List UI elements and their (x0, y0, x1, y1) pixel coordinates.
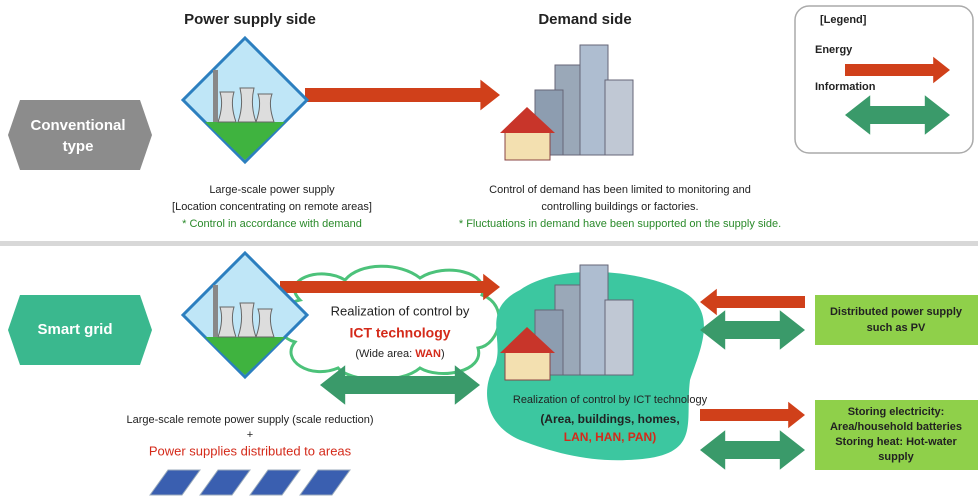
box-text: supply (878, 451, 914, 463)
label: LAN, HAN, PAN) (564, 430, 656, 444)
label: Large-scale power supply (209, 184, 335, 196)
box-text: Storing electricity: (848, 406, 945, 418)
label: + (247, 429, 253, 441)
house (505, 130, 550, 160)
label: controlling buildings or factories. (541, 201, 698, 213)
badge-label: Smart grid (37, 321, 112, 338)
legend-title: [Legend] (820, 14, 867, 26)
distributed-box (815, 295, 978, 345)
building (605, 300, 633, 375)
separator (0, 241, 978, 246)
label: Power supplies distributed to areas (149, 443, 352, 458)
cloud-text: Realization of control by (331, 303, 470, 318)
building (580, 265, 608, 375)
information-arrow (700, 310, 805, 350)
cloud-text-part: ) (441, 348, 445, 360)
box-text: Distributed power supply (830, 306, 963, 318)
plant-ground (205, 122, 285, 160)
building (605, 80, 633, 155)
label: (Area, buildings, homes, (540, 412, 679, 426)
label: Control of demand has been limited to mo… (489, 184, 751, 196)
badge-label: type (63, 138, 94, 155)
house (505, 350, 550, 380)
energy-arrow (700, 289, 805, 315)
solar-panel (150, 470, 200, 495)
energy-arrow (700, 402, 805, 428)
solar-panel (200, 470, 250, 495)
information-arrow (700, 430, 805, 470)
header: Demand side (538, 11, 631, 28)
cloud-text: ICT technology (349, 325, 450, 341)
solar-panel (250, 470, 300, 495)
legend-entry: Energy (815, 44, 853, 56)
box-text: such as PV (867, 322, 926, 334)
cloud-text-part: (Wide area: (355, 348, 415, 360)
header: Power supply side (184, 11, 316, 28)
label: Realization of control by ICT technology (513, 394, 708, 406)
label: * Fluctuations in demand have been suppo… (459, 218, 781, 230)
conventional-badge (8, 100, 152, 170)
plant-ground (205, 337, 285, 375)
label: Large-scale remote power supply (scale r… (126, 414, 373, 426)
box-text: Area/household batteries (830, 421, 962, 433)
box-text: Storing heat: Hot-water (835, 436, 957, 448)
chimney (213, 70, 218, 122)
label: [Location concentrating on remote areas] (172, 201, 372, 213)
chimney (213, 285, 218, 337)
diagram: Power supply side Demand side [Legend] Ener… (0, 0, 978, 498)
label: * Control in accordance with demand (182, 218, 362, 230)
badge-label: Conventional (30, 117, 125, 134)
building (580, 45, 608, 155)
legend-entry: Information (815, 81, 876, 93)
legend-box (795, 6, 973, 153)
solar-panel (300, 470, 350, 495)
energy-arrow (305, 80, 500, 111)
cloud-text-part: WAN (415, 348, 441, 360)
cloud-text: (Wide area: WAN) (355, 348, 444, 360)
